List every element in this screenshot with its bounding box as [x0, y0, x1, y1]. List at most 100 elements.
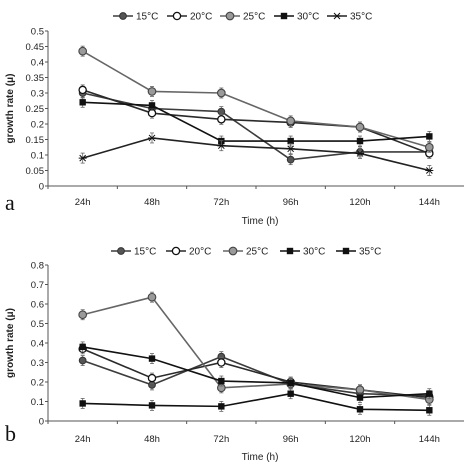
legend-label: 15°C: [136, 12, 158, 23]
x-tick-label: 48h: [144, 434, 160, 445]
legend-item-1: 15°C: [113, 12, 158, 23]
x-tick-label: 96h: [283, 434, 299, 445]
data-point: [79, 99, 86, 106]
legend-marker: [228, 246, 238, 256]
series-line: [82, 296, 430, 401]
x-tick-label: 144h: [419, 197, 440, 208]
data-point: [148, 402, 156, 409]
y-tick-label: 0.5: [31, 26, 44, 37]
data-point: [78, 310, 88, 320]
y-tick-label: 0.3: [31, 358, 44, 369]
data-point: [426, 133, 433, 140]
data-point: [216, 88, 226, 98]
y-tick-label: 0.35: [26, 73, 45, 84]
x-tick-label: 24h: [75, 434, 91, 445]
data-point: [147, 87, 157, 96]
data-point: [147, 373, 157, 383]
series-3: [78, 45, 434, 153]
series-4: [79, 341, 433, 404]
legend-item-5: 35°C: [327, 12, 372, 23]
y-tick-label: 0.6: [31, 299, 44, 310]
data-point: [78, 46, 88, 56]
data-point: [148, 102, 156, 109]
data-point: [79, 343, 86, 351]
data-point: [356, 137, 364, 145]
legend-item-3: 25°C: [220, 12, 265, 23]
legend-item-3: 25°C: [223, 247, 268, 258]
legend-label: 30°C: [297, 12, 319, 23]
data-point: [286, 155, 295, 164]
y-tick-label: 0.1: [31, 150, 44, 161]
series-line: [82, 137, 430, 172]
y-tick-label: 0.7: [31, 280, 44, 291]
legend-marker: [117, 247, 125, 255]
data-point: [356, 406, 364, 413]
data-point: [217, 115, 226, 124]
series-line: [82, 355, 430, 397]
data-point: [425, 167, 434, 174]
legend-marker: [333, 12, 341, 20]
data-point: [78, 85, 87, 95]
data-point: [218, 403, 225, 410]
y-tick-label: 0.3: [31, 88, 44, 99]
chart-panel-b: 0 0.1 0.2 0.3 0.4 0.5 0.6 0.7 0.8 24h 48h 72h 96h 120…: [5, 247, 464, 463]
panel-label: b: [5, 421, 16, 446]
chart-panel-a: 0 0.05 0.1 0.15 0.2 0.25 0.3 0.35 0.4 0.45 0.5 24h 4…: [5, 11, 464, 227]
series-line: [82, 50, 430, 149]
legend-label: 35°C: [359, 247, 381, 258]
series-line: [82, 101, 430, 142]
series-5: [78, 132, 434, 176]
legend-label: 30°C: [303, 247, 325, 258]
data-point: [217, 358, 226, 367]
y-tick-label: 0.1: [31, 397, 44, 408]
data-point: [286, 145, 295, 153]
data-point: [78, 356, 87, 365]
y-tick-label: 0.45: [26, 42, 45, 53]
legend-label: 35°C: [350, 12, 372, 23]
legend-marker: [225, 11, 235, 21]
data-point: [148, 134, 156, 142]
legend-item-4: 30°C: [280, 247, 325, 258]
x-tick-label: 96h: [283, 197, 299, 208]
y-tick-label: 0.8: [31, 260, 44, 271]
y-tick-label: 0.4: [31, 338, 44, 349]
y-tick-label: 0.4: [31, 57, 44, 68]
x-tick-label: 120h: [349, 197, 370, 208]
data-point: [287, 390, 294, 397]
data-point: [424, 142, 434, 152]
data-point: [355, 122, 365, 132]
legend-marker: [342, 247, 350, 255]
y-tick-label: 0: [39, 416, 44, 427]
data-point: [79, 400, 86, 407]
legend-label: 25°C: [246, 247, 268, 258]
x-tick-label: 144h: [419, 434, 440, 445]
y-axis-label: growth rate (μ): [5, 308, 16, 378]
data-point: [426, 407, 433, 414]
legend-marker: [119, 12, 127, 20]
legend-marker: [172, 11, 182, 21]
y-tick-label: 0: [39, 181, 44, 192]
x-tick-label: 120h: [349, 434, 370, 445]
y-tick-label: 0.2: [31, 377, 44, 388]
data-point: [356, 394, 364, 401]
legend-label: 20°C: [189, 247, 211, 258]
y-tick-label: 0.15: [26, 135, 45, 146]
series-1: [78, 87, 434, 166]
legend-marker: [280, 12, 288, 20]
legend-label: 20°C: [190, 12, 212, 23]
legend-item-1: 15°C: [111, 247, 156, 258]
data-point: [147, 292, 157, 302]
y-axis-label: growth rate (μ): [5, 73, 16, 143]
legend-label: 15°C: [134, 247, 156, 258]
legend-label: 25°C: [243, 12, 265, 23]
y-tick-label: 0.5: [31, 319, 44, 330]
legend-item-5: 35°C: [336, 247, 381, 258]
y-tick-label: 0.2: [31, 119, 44, 130]
data-point: [78, 154, 87, 162]
data-point: [287, 379, 294, 387]
series-line: [82, 392, 430, 412]
x-tick-label: 72h: [213, 434, 229, 445]
series-line: [82, 92, 430, 161]
